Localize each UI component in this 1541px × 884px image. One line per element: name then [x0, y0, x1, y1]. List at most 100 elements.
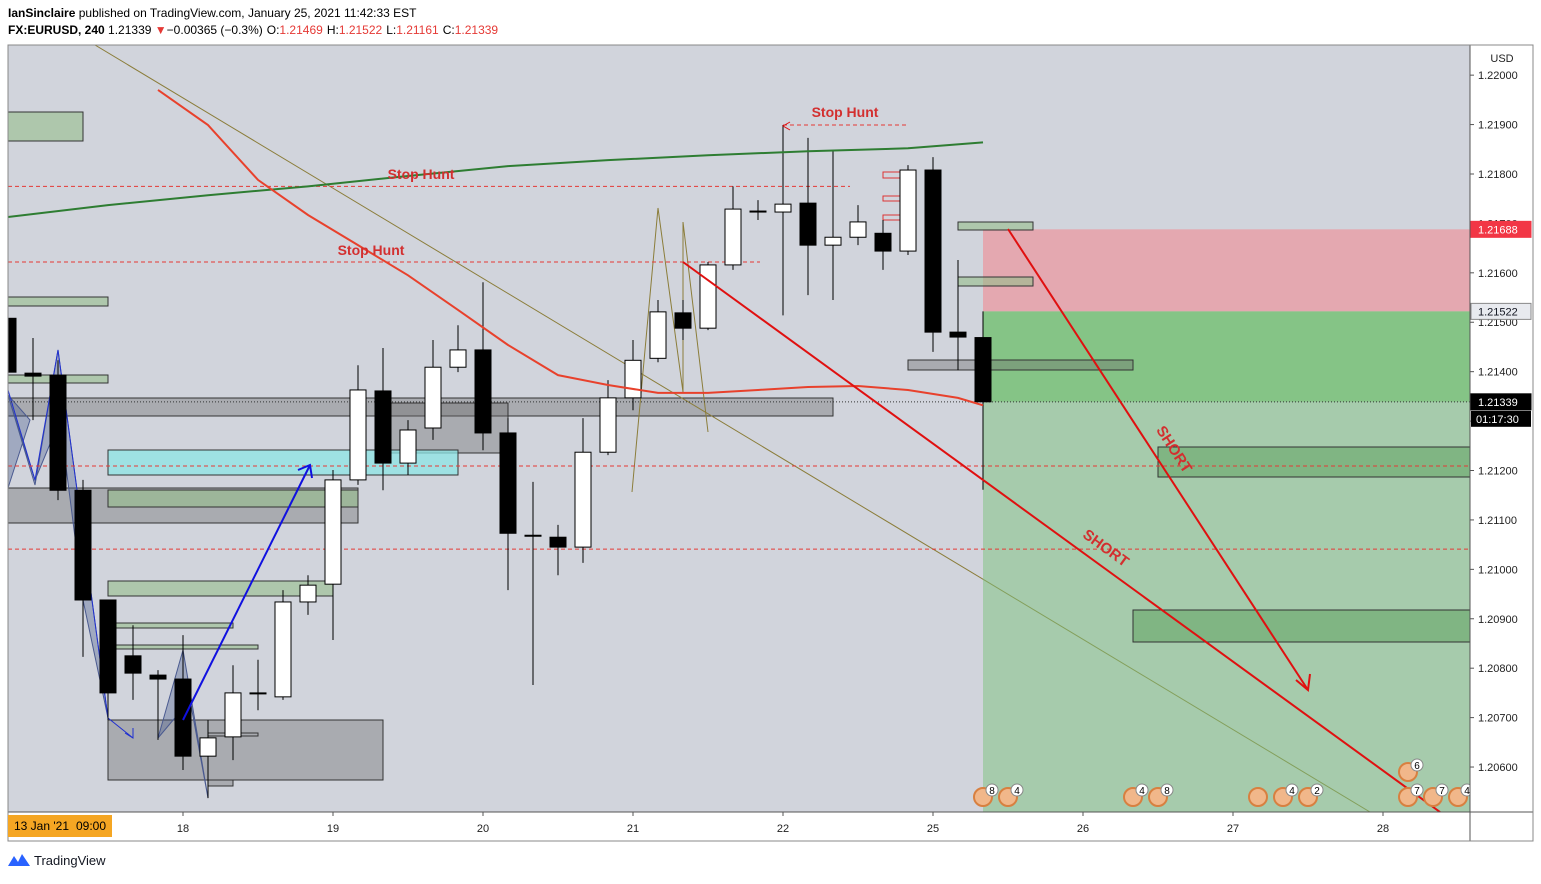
event-badge: [1160, 783, 1174, 797]
zone: [107, 719, 384, 781]
y-tick-label: 1.20900: [1478, 614, 1518, 626]
candle-body: [449, 349, 467, 368]
candle-body: [649, 311, 667, 359]
countdown: 01:17:30: [1476, 414, 1519, 426]
price-label-box: [1470, 220, 1532, 238]
y-tick-label: 1.21200: [1478, 466, 1518, 478]
price-label: 1.21522: [1478, 306, 1518, 318]
ohlc-value: 1.21339: [455, 23, 499, 37]
arrow-head: [297, 463, 313, 479]
candle-body: [799, 202, 817, 246]
event-count: 7: [1439, 786, 1445, 797]
ohlc-value: 1.21522: [339, 23, 383, 37]
start-time: 09:00: [76, 819, 106, 833]
zone: [8, 397, 834, 417]
x-tick-label: 18: [177, 823, 189, 835]
trend-line: [682, 261, 1441, 812]
candle-body: [899, 169, 917, 252]
zone: [8, 111, 84, 142]
ohlc-value: 1.21469: [279, 23, 323, 37]
ohlc-value: 1.21161: [396, 23, 439, 37]
event-count: 4: [1014, 786, 1020, 797]
price-label: 1.21688: [1478, 224, 1518, 236]
brand: TradingView: [34, 853, 106, 868]
candle-body: [849, 221, 867, 238]
candle-body: [549, 536, 567, 548]
header-line: IanSinclaire published on TradingView.co…: [8, 6, 417, 20]
candle-body: [824, 236, 842, 246]
price-axis: [1470, 45, 1533, 841]
x-tick-label: 22: [777, 823, 789, 835]
x-tick-label: 21: [627, 823, 639, 835]
arrow: [1007, 228, 1309, 691]
drawings: [882, 171, 1470, 643]
y-tick-label: 1.20600: [1478, 762, 1518, 774]
zone: [907, 359, 1134, 371]
ohlc-label: H:: [327, 23, 339, 37]
candle-body: [424, 366, 442, 429]
event-badge: [1310, 783, 1324, 797]
stop-zone: [983, 229, 1470, 312]
zone: [107, 622, 234, 629]
zone: [1132, 609, 1470, 643]
y-tick-label: 1.21800: [1478, 169, 1518, 181]
zone: [107, 489, 359, 508]
y-tick-label: 1.20800: [1478, 663, 1518, 675]
price-label-box: [1470, 302, 1532, 320]
annotation: Stop Hunt: [338, 242, 405, 258]
ohlc-label: L:: [386, 23, 396, 37]
candle-body: [699, 264, 717, 329]
event-icon: [1248, 787, 1268, 807]
event-count: 6: [1414, 761, 1420, 772]
y-tick-label: 1.21600: [1478, 268, 1518, 280]
candle-body: [499, 432, 517, 534]
logo-icon: [8, 854, 30, 866]
event-count: 7: [1414, 786, 1420, 797]
candle-body: [724, 208, 742, 266]
y-tick-label: 1.21400: [1478, 367, 1518, 379]
event-badge: [1135, 783, 1149, 797]
price-label: 1.21339: [1478, 397, 1518, 409]
logo: [8, 854, 30, 866]
candle-body: [299, 584, 317, 603]
y-tick-label: 1.21100: [1478, 515, 1517, 527]
candle-body: [599, 397, 617, 453]
price-label-box: [1470, 393, 1532, 411]
candle-body: [74, 489, 92, 601]
candle-body: [674, 312, 692, 329]
candle-body: [324, 479, 342, 585]
candle-body: [274, 601, 292, 698]
candle-body: [224, 692, 242, 738]
candle-body: [974, 337, 992, 403]
time-label-box: [8, 815, 112, 837]
axes: 1.220001.219001.218001.217001.216001.215…: [177, 70, 1532, 835]
candle-body: [199, 737, 217, 757]
y-tick-label: 1.21900: [1478, 120, 1518, 132]
candles: [8, 125, 992, 799]
frame: [7, 44, 1534, 842]
start-date: 13 Jan '21: [14, 819, 69, 833]
zone: [207, 779, 234, 787]
candle-body: [24, 372, 42, 377]
zone: [1157, 446, 1470, 478]
candle-body: [174, 678, 192, 757]
arrow: ▼: [155, 23, 167, 37]
candle-body: [524, 534, 542, 537]
x-tick-label: 27: [1227, 823, 1239, 835]
arrow-head: [124, 728, 134, 739]
y-tick-label: 1.21500: [1478, 317, 1518, 329]
drawings: [8, 45, 1371, 812]
event-badge: [1410, 783, 1424, 797]
candle-body: [99, 599, 117, 694]
candle-body: [349, 389, 367, 481]
candle-body: [949, 331, 967, 338]
event-count: 8: [989, 786, 995, 797]
target-zone: [983, 311, 1470, 402]
x-tick-label: 25: [927, 823, 939, 835]
published: published on TradingView.com, January 25…: [79, 6, 417, 20]
event-count: 2: [1314, 786, 1320, 797]
symbol: FX:EURUSD, 240: [8, 23, 105, 37]
moving-averages: [8, 89, 984, 407]
